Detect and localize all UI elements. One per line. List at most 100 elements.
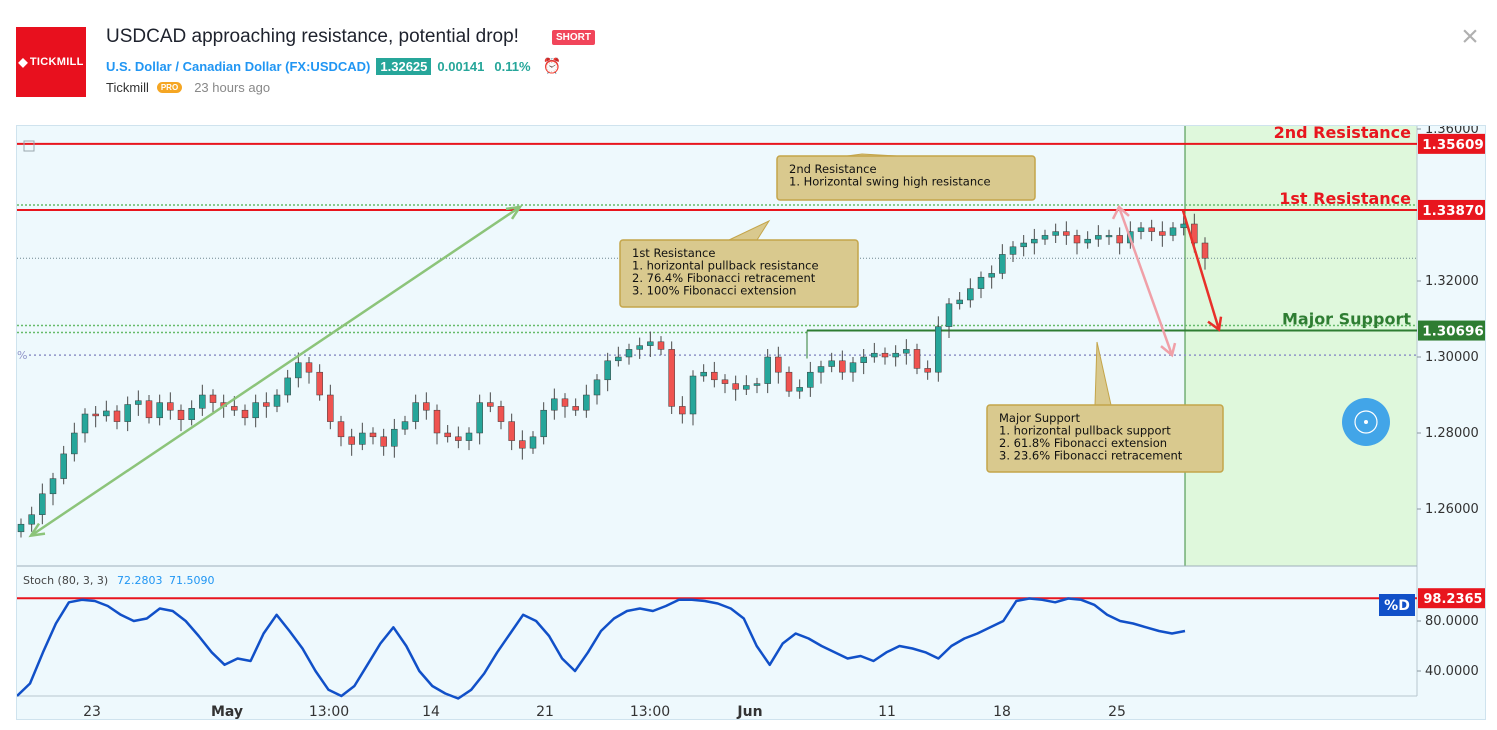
projection-arrow-start-head — [1111, 204, 1130, 220]
idea-title: USDCAD approaching resistance, potential… — [106, 26, 519, 47]
candle-body — [1191, 223, 1198, 244]
candle — [1159, 221, 1166, 247]
candle — [764, 349, 771, 394]
tickmill-logo[interactable]: ◆ TICKMILL — [16, 27, 86, 97]
author-name[interactable]: Tickmill — [106, 80, 149, 95]
alarm-clock-icon[interactable]: ⏰ — [542, 58, 562, 75]
candle-body — [977, 276, 985, 289]
floating-action-button[interactable] — [1342, 398, 1390, 446]
candle — [849, 357, 857, 382]
candle-body — [529, 436, 537, 449]
candle — [476, 394, 483, 445]
candle-body — [817, 366, 825, 373]
candle-body — [124, 404, 131, 422]
candle — [817, 360, 825, 384]
candle — [199, 384, 206, 416]
candle — [167, 392, 174, 420]
candle-body — [551, 398, 558, 411]
candle — [551, 388, 558, 420]
candle — [689, 370, 697, 426]
candle — [892, 345, 899, 367]
candle-body — [508, 421, 515, 441]
candle — [263, 392, 270, 418]
note-pointer — [728, 219, 771, 241]
candle — [956, 292, 963, 310]
candle-body — [17, 523, 25, 533]
stoch-upper-badge — [1418, 588, 1485, 609]
candle — [615, 346, 622, 367]
close-icon[interactable]: × — [1461, 20, 1479, 53]
candle-body — [1180, 223, 1187, 229]
note-box — [776, 155, 1036, 201]
first_resistance-price-badge — [1418, 199, 1485, 220]
candle-body — [988, 273, 995, 278]
instrument-code-link[interactable]: FX:USDCAD — [289, 58, 367, 74]
candle — [785, 366, 793, 397]
candle — [487, 392, 494, 413]
candle — [1084, 231, 1091, 249]
candle-body — [999, 254, 1006, 274]
candle — [508, 413, 515, 451]
candle — [401, 415, 409, 435]
note-text-line: Major Support — [999, 411, 1081, 425]
candle-body — [337, 421, 345, 438]
projection-arrow-line — [1117, 206, 1174, 356]
candle-body — [775, 356, 782, 373]
chart-container[interactable]: 1.36000 1.32000 1.30000 1.28000 1.26000 23 Ma… — [16, 125, 1486, 720]
candle — [209, 389, 217, 413]
candle-body — [871, 352, 878, 358]
fib-level-label: % — [17, 349, 27, 362]
candle-body — [1052, 231, 1059, 236]
candle — [1063, 221, 1070, 245]
candle — [519, 430, 526, 460]
note-text-line: 3. 23.6% Fibonacci retracement — [999, 449, 1183, 463]
candle-body — [263, 402, 270, 407]
candle-body — [412, 402, 419, 422]
candle — [497, 400, 505, 430]
candle-body — [103, 410, 110, 417]
projection-zone — [1185, 126, 1417, 566]
candle-body — [199, 394, 206, 409]
candle-body — [1009, 246, 1017, 255]
candle-body — [849, 362, 857, 373]
candle-body — [241, 409, 249, 419]
candle — [412, 394, 419, 430]
time-tick-label: 25 — [1108, 704, 1126, 720]
candle — [668, 341, 675, 414]
stoch-tick-label: 40.0000 — [1425, 664, 1479, 679]
legend-toggle-checkbox[interactable] — [23, 140, 35, 152]
candle — [540, 402, 547, 445]
candle — [636, 337, 643, 359]
candle-body — [711, 371, 718, 381]
candle-body — [561, 398, 569, 407]
candle — [1031, 228, 1038, 255]
candle-body — [657, 341, 665, 350]
candle — [455, 426, 462, 449]
candle-body — [92, 413, 99, 417]
logo-text: TICKMILL — [29, 56, 84, 68]
candle — [81, 408, 89, 443]
candle-body — [679, 406, 686, 415]
candle — [444, 425, 451, 443]
note-text-line: 1. Horizontal swing high resistance — [789, 175, 991, 189]
price-tick-label: 1.36000 — [1425, 126, 1479, 137]
candle — [39, 483, 46, 525]
candle-body — [252, 402, 259, 419]
instrument-name-link[interactable]: U.S. Dollar / Canadian Dollar ( — [106, 58, 290, 74]
candle-body — [156, 402, 163, 419]
candle-body — [540, 409, 547, 438]
stoch-k-value: 72.2803 — [117, 574, 163, 587]
candle — [999, 244, 1006, 280]
candle — [647, 331, 654, 357]
major_support-label: Major Support — [1282, 310, 1411, 329]
candle-body — [807, 371, 814, 388]
candle-body — [721, 379, 729, 384]
candle — [945, 298, 953, 338]
note-text-line: 1. horizontal pullback support — [999, 424, 1171, 438]
candle — [977, 271, 985, 299]
time-axis-ticks: 23 May 13:00 14 21 13:00 Jun 11 18 25 — [83, 704, 1126, 720]
time-tick-label: 13:00 — [630, 704, 670, 720]
candle-body — [433, 409, 441, 434]
